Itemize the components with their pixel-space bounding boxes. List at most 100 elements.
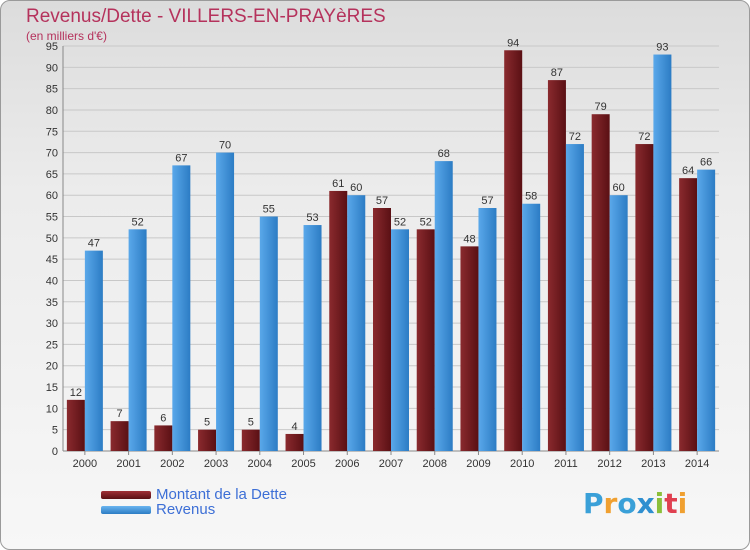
legend-swatch-revenue <box>101 506 151 514</box>
x-tick-label: 2008 <box>422 458 446 470</box>
data-label-debt: 57 <box>376 195 388 207</box>
y-tick-label: 55 <box>46 212 58 224</box>
logo-letter: i <box>654 487 665 520</box>
data-label-revenue: 60 <box>613 182 625 194</box>
data-label-debt: 52 <box>420 216 432 228</box>
proxiti-logo: Proxiti <box>583 487 687 520</box>
bar-debt <box>66 399 85 451</box>
bar-debt <box>329 190 348 451</box>
logo-letter: i <box>677 487 688 520</box>
bar-debt <box>241 429 260 451</box>
bar-revenue <box>303 225 322 451</box>
data-label-debt: 12 <box>70 387 82 399</box>
chart-subtitle: (en milliers d'€) <box>26 29 107 43</box>
logo-letter: o <box>617 487 637 520</box>
x-tick-label: 2012 <box>597 458 621 470</box>
logo-letter: x <box>636 487 655 520</box>
bar-revenue <box>84 250 103 451</box>
data-label-debt: 7 <box>117 408 123 420</box>
bar-debt <box>460 246 479 451</box>
data-label-debt: 64 <box>682 165 694 177</box>
x-tick-label: 2005 <box>291 458 315 470</box>
bar-revenue <box>391 229 409 451</box>
logo-letter: t <box>664 487 678 520</box>
x-tick-label: 2009 <box>466 458 490 470</box>
data-label-debt: 79 <box>595 101 607 113</box>
y-tick-label: 95 <box>46 41 58 53</box>
y-tick-label: 80 <box>46 105 58 117</box>
bar-debt <box>591 114 610 452</box>
logo-letter: P <box>583 487 604 520</box>
bar-debt <box>679 178 698 451</box>
bar-debt <box>154 425 173 451</box>
y-tick-label: 30 <box>46 318 58 330</box>
bar-revenue <box>653 54 672 452</box>
bar-revenue <box>259 216 278 451</box>
data-label-revenue: 47 <box>88 238 100 250</box>
x-tick-label: 2000 <box>73 458 97 470</box>
y-tick-label: 0 <box>52 446 58 458</box>
data-label-debt: 5 <box>204 417 210 429</box>
data-label-debt: 5 <box>248 417 254 429</box>
data-label-revenue: 66 <box>700 157 712 169</box>
data-label-revenue: 52 <box>131 216 143 228</box>
bar-debt <box>504 50 523 452</box>
y-tick-label: 75 <box>46 126 58 138</box>
bar-revenue <box>522 203 541 451</box>
y-tick-label: 60 <box>46 190 58 202</box>
bar-debt <box>285 433 304 451</box>
y-tick-label: 35 <box>46 297 58 309</box>
y-axis-ticks: 0 5 10 15 20 25 30 35 40 45 50 55 60 65 70 75 80 85 90 95 <box>46 41 58 458</box>
bar-debt <box>547 80 566 452</box>
data-label-debt: 48 <box>463 233 475 245</box>
bar-revenue <box>609 195 628 451</box>
x-tick-label: 2004 <box>248 458 272 470</box>
x-tick-label: 2014 <box>685 458 709 470</box>
data-label-revenue: 57 <box>481 195 493 207</box>
y-tick-label: 20 <box>46 361 58 373</box>
data-label-revenue: 55 <box>263 204 275 216</box>
data-label-debt: 72 <box>638 131 650 143</box>
data-label-revenue: 58 <box>525 191 537 203</box>
y-tick-label: 15 <box>46 382 58 394</box>
data-label-debt: 61 <box>332 178 344 190</box>
legend-swatch-debt <box>101 491 151 499</box>
data-label-revenue: 68 <box>438 148 450 160</box>
data-label-revenue: 72 <box>569 131 581 143</box>
y-tick-label: 70 <box>46 148 58 160</box>
x-axis-ticks: 2000 2001 2002 2003 2004 2005 2006 2007 2008 2009… <box>73 451 709 470</box>
y-tick-label: 5 <box>52 425 58 437</box>
data-label-revenue: 70 <box>219 140 231 152</box>
y-tick-label: 50 <box>46 233 58 245</box>
x-tick-label: 2011 <box>554 458 578 470</box>
data-label-revenue: 52 <box>394 216 406 228</box>
x-tick-label: 2001 <box>116 458 140 470</box>
data-label-debt: 4 <box>291 421 297 433</box>
y-tick-label: 25 <box>46 339 58 351</box>
y-tick-label: 40 <box>46 275 58 287</box>
x-tick-label: 2010 <box>510 458 534 470</box>
bar-debt <box>110 421 129 451</box>
bar-debt <box>635 144 654 452</box>
logo-letter: r <box>603 487 618 520</box>
bar-revenue <box>216 152 235 451</box>
legend-label-revenue: Revenus <box>156 501 216 518</box>
bar-revenue <box>347 195 366 451</box>
data-label-revenue: 60 <box>350 182 362 194</box>
bar-revenue <box>172 165 191 452</box>
data-label-debt: 87 <box>551 67 563 79</box>
data-label-debt: 6 <box>160 412 166 424</box>
y-tick-label: 65 <box>46 169 58 181</box>
x-tick-label: 2007 <box>379 458 403 470</box>
bar-revenue <box>434 161 453 451</box>
bar-revenue <box>565 144 584 452</box>
data-label-revenue: 67 <box>175 152 187 164</box>
x-tick-label: 2013 <box>641 458 665 470</box>
y-tick-label: 45 <box>46 254 58 266</box>
data-label-revenue: 93 <box>656 42 668 54</box>
bar-revenue <box>697 169 716 451</box>
x-tick-label: 2003 <box>204 458 228 470</box>
